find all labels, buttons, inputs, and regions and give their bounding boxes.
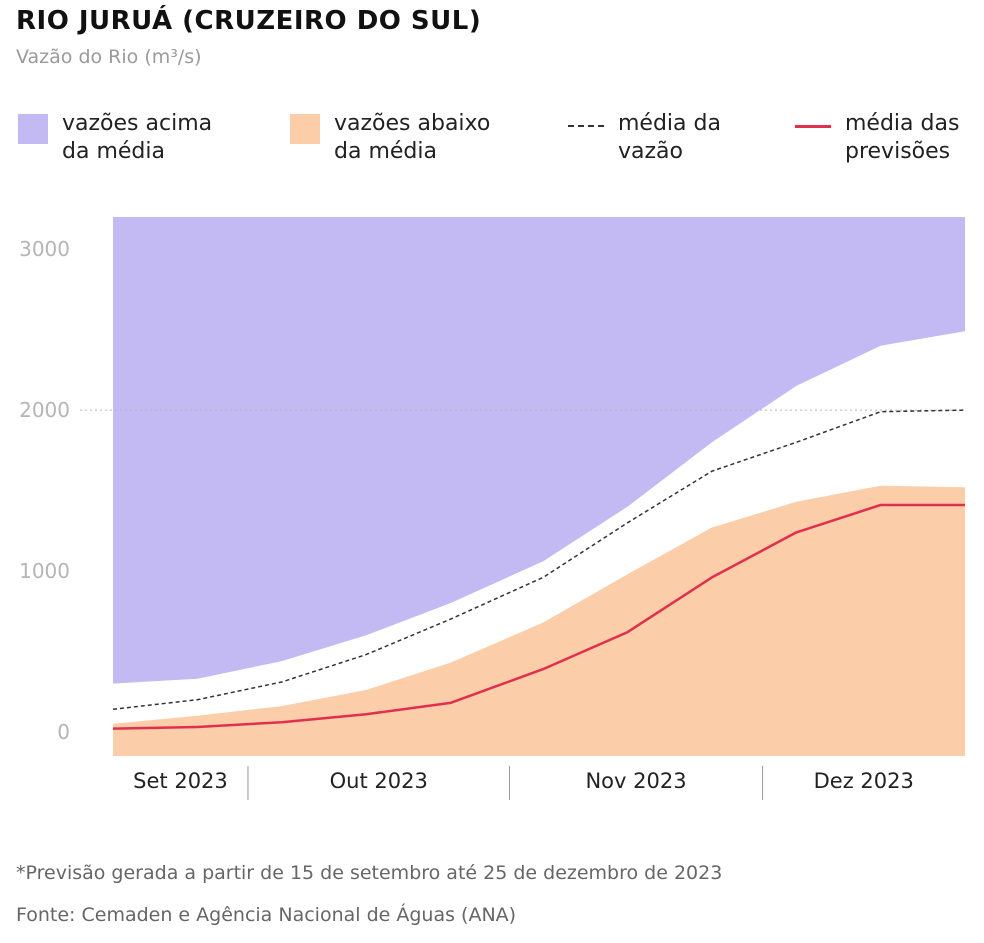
flow-chart: 0 1000 2000 3000 Set 2023 Out 2023 Nov 2023 Dez… [19, 217, 966, 800]
x-tick-label: Set 2023 [133, 769, 228, 793]
legend-item-forecast-average: média das previsões [795, 110, 984, 166]
y-tick-label: 1000 [19, 559, 70, 583]
legend-swatch-above [18, 114, 48, 144]
legend-label-below: vazões abaixo da média [334, 111, 491, 164]
plot-area: 0 1000 2000 3000 Set 2023 Out 2023 Nov 2023 Dez… [19, 217, 966, 800]
below-average-area [113, 485, 965, 756]
legend-item-above-average: vazões acima da média [18, 110, 222, 166]
legend-label-above: vazões acima da média [62, 111, 213, 164]
legend: vazões acima da média vazões abaixo da m… [0, 110, 984, 170]
chart-subtitle: Vazão do Rio (m³/s) [16, 46, 202, 68]
legend-label-average: média da vazão [618, 111, 721, 164]
footnote: *Previsão gerada a partir de 15 de setem… [16, 862, 723, 884]
legend-dashed-line [568, 125, 604, 127]
legend-item-below-average: vazões abaixo da média [290, 110, 494, 166]
y-tick-label: 0 [57, 720, 70, 744]
legend-swatch-below [290, 114, 320, 144]
source-note: Fonte: Cemaden e Agência Nacional de Águ… [16, 904, 517, 926]
above-average-area [113, 217, 965, 684]
x-tick-label: Nov 2023 [585, 769, 686, 793]
y-tick-label: 3000 [19, 237, 70, 261]
x-tick-label: Dez 2023 [814, 769, 914, 793]
legend-label-forecast: média das previsões [845, 111, 960, 164]
legend-item-average-flow: média da vazão [568, 110, 738, 166]
average-flow-line [112, 409, 966, 711]
forecast-average-line [112, 503, 965, 730]
y-tick-label: 2000 [19, 398, 70, 422]
x-tick-label: Out 2023 [330, 769, 428, 793]
chart-title: RIO JURUÁ (CRUZEIRO DO SUL) [16, 6, 482, 36]
legend-red-line [795, 125, 831, 128]
